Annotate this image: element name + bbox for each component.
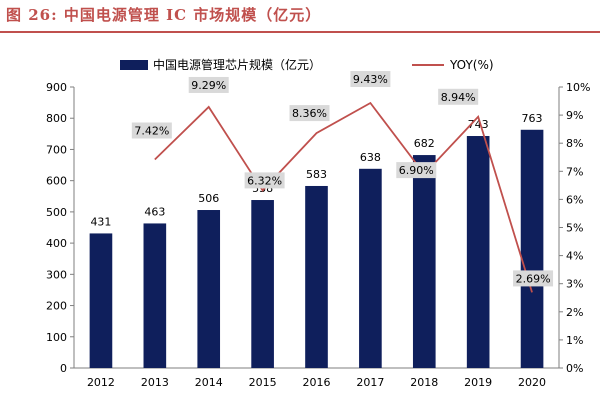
left-tick-label: 900 xyxy=(46,81,67,94)
yoy-label-text: 2.69% xyxy=(516,272,551,285)
yoy-label-box xyxy=(244,172,285,189)
yoy-label-text: 7.42% xyxy=(134,124,169,137)
yoy-label: 2.69% xyxy=(513,270,554,287)
bar-series xyxy=(89,129,544,368)
right-tick-label: 1% xyxy=(566,334,583,347)
x-tick-label: 2013 xyxy=(141,376,169,389)
yoy-label: 6.32% xyxy=(244,172,285,189)
bar-value-label: 463 xyxy=(144,205,165,218)
yoy-label: 9.43% xyxy=(350,71,391,88)
bar-value-label: 638 xyxy=(360,151,381,164)
bar-value-label: 506 xyxy=(198,192,219,205)
yoy-label-text: 6.90% xyxy=(399,164,434,177)
yoy-label-text: 8.36% xyxy=(292,107,327,120)
legend-line-label: YOY(%) xyxy=(449,58,494,72)
x-tick-label: 2015 xyxy=(249,376,277,389)
x-tick-label: 2017 xyxy=(356,376,384,389)
yoy-label: 9.29% xyxy=(188,76,229,93)
bar-value-label: 431 xyxy=(90,215,111,228)
x-tick-label: 2012 xyxy=(87,376,115,389)
bar xyxy=(251,200,274,368)
yoy-label-box xyxy=(438,88,479,105)
yoy-label-text: 6.32% xyxy=(247,174,282,187)
right-tick-label: 0% xyxy=(566,362,583,375)
right-tick-label: 9% xyxy=(566,109,583,122)
left-tick-label: 700 xyxy=(46,143,67,156)
yoy-label-box xyxy=(513,270,554,287)
right-tick-label: 7% xyxy=(566,165,583,178)
yoy-label-text: 9.29% xyxy=(191,79,226,92)
yoy-series xyxy=(154,101,533,293)
right-tick-label: 6% xyxy=(566,193,583,206)
right-tick-label: 4% xyxy=(566,250,583,263)
yoy-label-box xyxy=(289,105,330,122)
x-tick-label: 2014 xyxy=(195,376,223,389)
bar xyxy=(359,168,382,368)
legend: 中国电源管理芯片规模（亿元） YOY(%) xyxy=(120,57,494,72)
bar-value-label: 682 xyxy=(414,137,435,150)
right-tick-label: 3% xyxy=(566,278,583,291)
bar xyxy=(520,129,544,368)
yoy-label: 8.94% xyxy=(438,88,479,105)
x-tick-label: 2020 xyxy=(518,376,546,389)
right-tick-label: 2% xyxy=(566,306,583,319)
left-tick-label: 200 xyxy=(46,300,67,313)
yoy-label: 7.42% xyxy=(131,122,172,139)
yoy-label-box xyxy=(396,162,437,179)
figure-caption: 图 26: 中国电源管理 IC 市场规模（亿元） xyxy=(6,6,322,24)
left-tick-label: 0 xyxy=(60,362,67,375)
bar xyxy=(197,210,221,368)
right-tick-label: 8% xyxy=(566,137,583,150)
left-tick-label: 300 xyxy=(46,268,67,281)
yoy-labels: 7.42% 9.29% 6.32% 8.36% 9.43% 6.90% 8.94% 2.69% xyxy=(131,71,554,287)
left-tick-label: 100 xyxy=(46,331,67,344)
yoy-label-box xyxy=(131,122,172,139)
bar xyxy=(143,223,167,368)
yoy-label: 8.36% xyxy=(289,105,330,122)
left-tick-label: 600 xyxy=(46,175,67,188)
left-tick-label: 800 xyxy=(46,112,67,125)
legend-bar-label: 中国电源管理芯片规模（亿元） xyxy=(153,57,321,72)
bar xyxy=(466,136,490,368)
bar xyxy=(89,233,113,368)
left-tick-label: 500 xyxy=(46,206,67,219)
bar-value-label: 763 xyxy=(522,112,543,125)
yoy-label-text: 9.43% xyxy=(353,73,388,86)
x-tick-label: 2019 xyxy=(464,376,492,389)
legend-bar-swatch xyxy=(120,60,148,70)
bar xyxy=(305,185,328,368)
yoy-line-path xyxy=(154,101,533,293)
right-tick-label: 5% xyxy=(566,222,583,235)
x-tick-label: 2018 xyxy=(410,376,438,389)
left-tick-label: 400 xyxy=(46,237,67,250)
right-axis: 0% 1% 2% 3% 4% 5% 6% 7% 8% 9% 10% xyxy=(559,81,590,375)
yoy-label-box xyxy=(350,71,391,88)
yoy-label-box xyxy=(188,76,229,93)
bar-value-label: 583 xyxy=(306,168,327,181)
x-axis: 2012 2013 2014 2015 2016 2017 2018 2019 2020 xyxy=(87,376,546,389)
bar xyxy=(412,155,436,368)
left-axis: 0 100 200 300 400 500 600 700 800 900 xyxy=(46,81,74,375)
right-tick-label: 10% xyxy=(566,81,590,94)
caption-rule xyxy=(0,31,600,33)
x-tick-label: 2016 xyxy=(303,376,331,389)
yoy-label-text: 8.94% xyxy=(441,91,476,104)
yoy-label: 6.90% xyxy=(396,162,437,179)
